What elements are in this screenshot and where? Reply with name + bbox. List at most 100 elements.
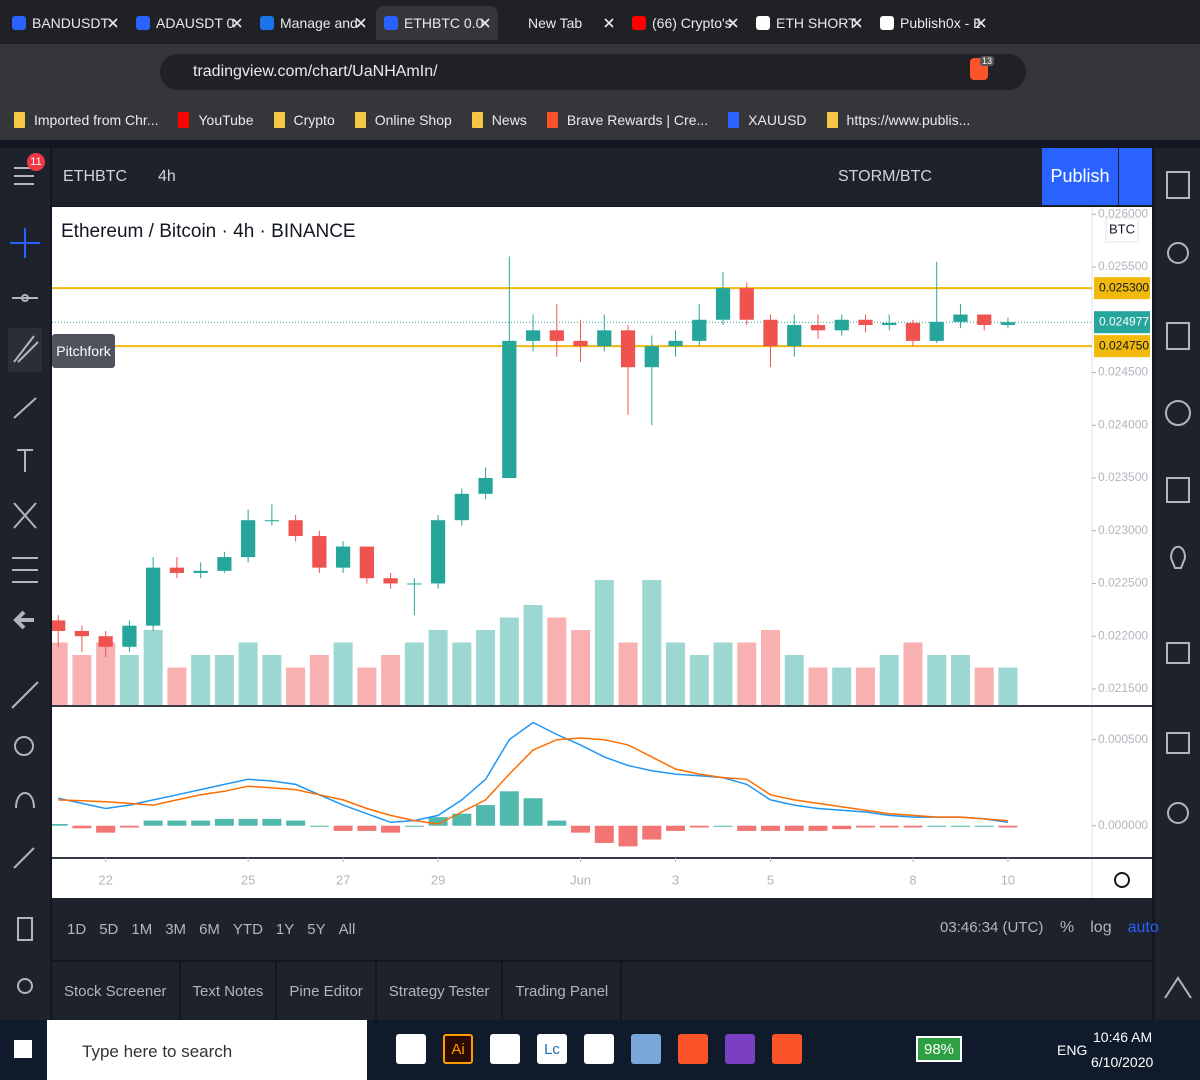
range-bar: 1D 5D 1M 3M 6M YTD 1Y 5Y All xyxy=(52,898,1152,960)
candle-body xyxy=(502,340,517,478)
scale-options: % log auto xyxy=(1060,919,1159,937)
x-tick-label: 22 xyxy=(98,872,112,887)
app-icon[interactable]: Lc xyxy=(537,1034,567,1064)
bookmark-title[interactable]: Imported from Chr... xyxy=(34,112,159,128)
battery[interactable]: 98% xyxy=(916,1036,962,1062)
interval[interactable]: 4h xyxy=(158,168,176,185)
app-icon[interactable] xyxy=(490,1034,520,1064)
panel-tab[interactable]: Strategy Tester xyxy=(377,962,504,1020)
date[interactable]: 6/10/2020 xyxy=(1091,1054,1154,1070)
bookmark-title[interactable]: YouTube xyxy=(198,112,254,128)
bookmark[interactable]: https://www.publis... xyxy=(826,112,971,128)
volume-bar xyxy=(784,655,804,705)
volume-bar xyxy=(879,655,899,705)
bookmark-title[interactable]: Brave Rewards | Cre... xyxy=(566,112,709,128)
bookmark-title[interactable]: Crypto xyxy=(293,112,335,128)
bookmark-title[interactable]: https://www.publis... xyxy=(846,112,971,128)
start-button[interactable] xyxy=(14,1040,32,1058)
browser-tab[interactable]: ADAUSDT 0.08 xyxy=(128,6,250,40)
candle-body xyxy=(122,625,137,647)
search-text[interactable]: Type here to search xyxy=(82,1042,233,1061)
app-icon[interactable] xyxy=(772,1034,802,1064)
range-button[interactable]: 1D xyxy=(67,920,87,938)
app-icon[interactable] xyxy=(584,1034,614,1064)
browser-tab[interactable]: ETHBTC 0.0249 xyxy=(376,6,498,40)
tab-close[interactable] xyxy=(852,18,862,28)
browser-tab[interactable]: BANDUSDT 1.5 xyxy=(4,6,126,40)
app-icon[interactable] xyxy=(678,1034,708,1064)
bookmark[interactable]: Crypto xyxy=(273,112,335,128)
tab-close[interactable] xyxy=(232,18,242,28)
y-tick-label: 0.026000 xyxy=(1098,207,1148,220)
scale-option[interactable]: auto xyxy=(1127,919,1159,936)
bookmark[interactable]: YouTube xyxy=(178,112,254,128)
histogram-bar xyxy=(832,825,852,830)
bookmark[interactable]: News xyxy=(471,112,527,128)
browser-tab[interactable]: (66) Crypto's F xyxy=(624,6,746,40)
range-button[interactable]: 5D xyxy=(99,920,119,938)
range-button[interactable]: 1Y xyxy=(275,920,295,938)
range-button[interactable]: All xyxy=(338,920,356,938)
browser-tab[interactable]: Publish0x - Ea xyxy=(872,6,994,40)
tab-title[interactable]: ETHBTC 0.0249 xyxy=(404,15,484,31)
scale-option[interactable]: % xyxy=(1060,919,1075,936)
publish-button[interactable]: Publish xyxy=(1042,148,1118,205)
panel-tab[interactable]: Text Notes xyxy=(181,962,278,1020)
app-icon[interactable] xyxy=(631,1034,661,1064)
url[interactable]: tradingview.com/chart/UaNHAmIn/ xyxy=(193,63,438,80)
app-icon[interactable] xyxy=(725,1034,755,1064)
bookmark-title[interactable]: News xyxy=(491,112,527,128)
panel-tab[interactable]: Pine Editor xyxy=(277,962,377,1020)
tab-title[interactable]: BANDUSDT 1.5 xyxy=(32,15,112,31)
app-icon[interactable] xyxy=(396,1034,426,1064)
volume-bar xyxy=(927,655,947,705)
volume-bar xyxy=(357,667,377,705)
volume-bar xyxy=(52,642,68,705)
bookmark-title[interactable]: Online Shop xyxy=(374,112,452,128)
bookmark-title[interactable]: XAUUSD xyxy=(748,112,807,128)
bookmark[interactable]: Brave Rewards | Cre... xyxy=(546,112,709,128)
browser-tab[interactable]: New Tab xyxy=(500,6,622,40)
tab-title[interactable]: Publish0x - Ea xyxy=(900,15,980,31)
tab-close[interactable] xyxy=(728,18,738,28)
candle-body xyxy=(787,325,802,347)
search-box[interactable] xyxy=(47,1020,367,1080)
range-button[interactable]: 3M xyxy=(165,920,187,938)
language[interactable]: ENG xyxy=(1057,1042,1088,1058)
tab-title[interactable]: Manage and t xyxy=(280,15,360,31)
tab-title[interactable]: (66) Crypto's F xyxy=(652,15,732,31)
symbol[interactable]: ETHBTC xyxy=(63,168,127,185)
scale-option[interactable]: log xyxy=(1090,919,1112,936)
volume-bar xyxy=(214,655,234,705)
panel-tab[interactable]: Trading Panel xyxy=(503,962,623,1020)
candle-body xyxy=(146,567,161,626)
tab-close[interactable] xyxy=(604,18,614,28)
app-icon[interactable]: Ai xyxy=(443,1034,473,1064)
range-button[interactable]: YTD xyxy=(232,920,263,938)
tab-close[interactable] xyxy=(108,18,118,28)
tab-title[interactable]: ETH SHORT Te xyxy=(776,15,856,31)
bookmark[interactable]: XAUUSD xyxy=(728,112,807,128)
bookmark[interactable]: Imported from Chr... xyxy=(14,112,158,128)
panel-tab[interactable]: Stock Screener xyxy=(52,962,181,1020)
histogram-bar xyxy=(642,825,662,840)
tab-title[interactable]: New Tab xyxy=(528,15,583,31)
time[interactable]: 10:46 AM xyxy=(1093,1029,1153,1045)
omnibox[interactable] xyxy=(160,54,1026,90)
browser-tab[interactable]: ETH SHORT Te xyxy=(748,6,870,40)
publish-menu[interactable] xyxy=(1119,148,1152,205)
compare-symbol[interactable]: STORM/BTC xyxy=(838,168,932,185)
range-button[interactable]: 1M xyxy=(131,920,153,938)
tab-close[interactable] xyxy=(356,18,366,28)
chart[interactable]: Ethereum / Bitcoin · 4h · BINANCE BTC0.02… xyxy=(52,207,1152,898)
bookmark[interactable]: Online Shop xyxy=(354,112,452,128)
tab-title[interactable]: ADAUSDT 0.08 xyxy=(156,15,236,31)
histogram-bar xyxy=(737,825,757,831)
browser-tab[interactable]: Manage and t xyxy=(252,6,374,40)
range-button[interactable]: 6M xyxy=(199,920,220,938)
range-button[interactable]: 5Y xyxy=(307,920,326,938)
x-tick-label: 25 xyxy=(241,872,255,887)
volume-bar xyxy=(903,642,923,705)
tab-close[interactable] xyxy=(976,18,986,28)
tab-close[interactable] xyxy=(480,18,490,28)
